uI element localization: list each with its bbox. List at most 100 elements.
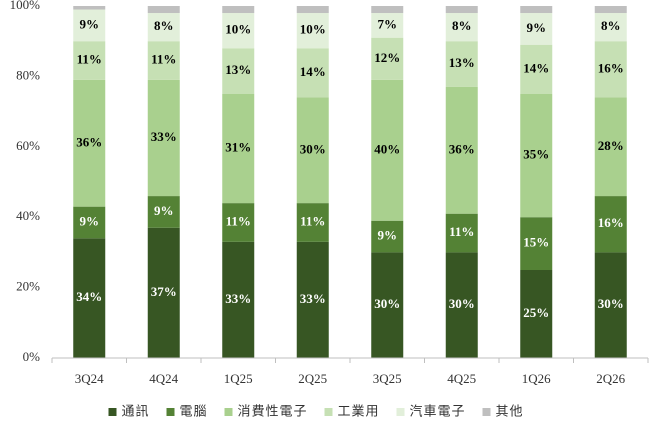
value-label: 14% [523, 60, 549, 75]
y-tick-label: 40% [16, 208, 40, 223]
bar-segment [222, 13, 255, 49]
bar-segment [445, 13, 478, 42]
value-label: 40% [374, 141, 400, 156]
value-label: 33% [300, 291, 326, 306]
bar-segment [222, 203, 255, 242]
y-tick-label: 0% [23, 349, 41, 364]
bar-segment [371, 6, 404, 14]
value-label: 30% [598, 296, 624, 311]
value-label: 25% [523, 305, 549, 320]
value-label: 36% [449, 141, 475, 156]
bar-segment [147, 196, 180, 228]
value-label: 9% [80, 16, 100, 31]
legend-label: 其他 [496, 405, 524, 420]
value-label: 30% [300, 141, 326, 156]
value-label: 10% [300, 22, 326, 37]
y-tick-label: 20% [16, 279, 40, 294]
value-label: 11% [300, 213, 325, 228]
bar-segment [222, 94, 255, 204]
x-tick-label: 1Q26 [522, 371, 551, 386]
bar-segment [445, 252, 478, 358]
bar-segment [594, 196, 627, 253]
value-label: 14% [300, 64, 326, 79]
value-label: 9% [154, 203, 174, 218]
bar-segment [73, 238, 106, 358]
bar-segment [594, 6, 627, 14]
bar-segment [594, 97, 627, 197]
value-label: 11% [226, 213, 251, 228]
value-label: 11% [449, 224, 474, 239]
legend-swatch [166, 408, 175, 416]
y-tick-label: 80% [16, 67, 40, 82]
bar-segment [73, 206, 106, 239]
bar-segment [520, 217, 553, 270]
value-label: 11% [77, 52, 102, 67]
legend-label: 工業用 [338, 404, 380, 420]
value-label: 8% [601, 18, 621, 33]
value-label: 8% [154, 18, 174, 33]
x-tick-label: 4Q24 [149, 371, 178, 386]
bar-segment [520, 44, 553, 94]
value-label: 28% [598, 138, 624, 153]
value-label: 13% [449, 55, 475, 70]
value-label: 16% [598, 60, 624, 75]
bar-segment [371, 252, 404, 358]
value-label: 31% [225, 140, 251, 155]
bar-segment [445, 41, 478, 87]
bar-segment [73, 41, 106, 80]
legend-swatch [224, 408, 233, 416]
bar-segment [445, 86, 478, 214]
bar-segment [222, 48, 255, 94]
bar-segment [296, 48, 329, 98]
value-label: 34% [76, 289, 102, 304]
bar-segment [296, 13, 329, 49]
value-label: 30% [374, 296, 400, 311]
value-label: 9% [527, 20, 547, 35]
bar-segment [73, 79, 106, 207]
value-label: 7% [378, 16, 398, 31]
bar-segment [445, 6, 478, 14]
bar-segment [147, 227, 180, 358]
legend-label: 電腦 [180, 405, 208, 420]
value-label: 10% [225, 22, 251, 37]
legend-label: 通訊 [122, 405, 150, 420]
value-label: 9% [378, 228, 398, 243]
x-tick-label: 1Q25 [224, 371, 253, 386]
bar-segment [520, 6, 553, 14]
value-label: 13% [225, 62, 251, 77]
value-label: 35% [523, 147, 549, 162]
bar-segment [520, 94, 553, 218]
bar-segment [296, 6, 329, 14]
y-tick-label: 60% [16, 138, 40, 153]
bar-segment [594, 252, 627, 358]
legend-swatch [482, 408, 491, 416]
bar-segment [296, 97, 329, 204]
value-label: 11% [151, 52, 176, 67]
bar-segment [147, 41, 180, 80]
legend-swatch [324, 408, 333, 416]
value-label: 8% [452, 18, 472, 33]
bar-segment [594, 13, 627, 42]
bar-segment [222, 6, 255, 14]
bar-segment [296, 203, 329, 242]
value-label: 9% [80, 213, 100, 228]
bar-segment [73, 6, 106, 10]
value-label: 33% [225, 291, 251, 306]
bar-segment [520, 13, 553, 45]
bar-segment [371, 37, 404, 80]
x-tick-label: 2Q25 [298, 371, 327, 386]
value-label: 33% [151, 129, 177, 144]
x-tick-label: 3Q24 [75, 371, 104, 386]
bar-segment [445, 213, 478, 253]
legend-swatch [108, 408, 117, 416]
value-label: 12% [374, 50, 400, 65]
bar-segment [371, 13, 404, 38]
bar-segment [520, 270, 553, 358]
value-label: 37% [151, 284, 177, 299]
bar-segment [371, 79, 404, 221]
bar-segment [371, 220, 404, 253]
x-tick-label: 3Q25 [373, 371, 402, 386]
y-tick-label: 100% [10, 0, 41, 12]
bar-segment [147, 13, 180, 42]
